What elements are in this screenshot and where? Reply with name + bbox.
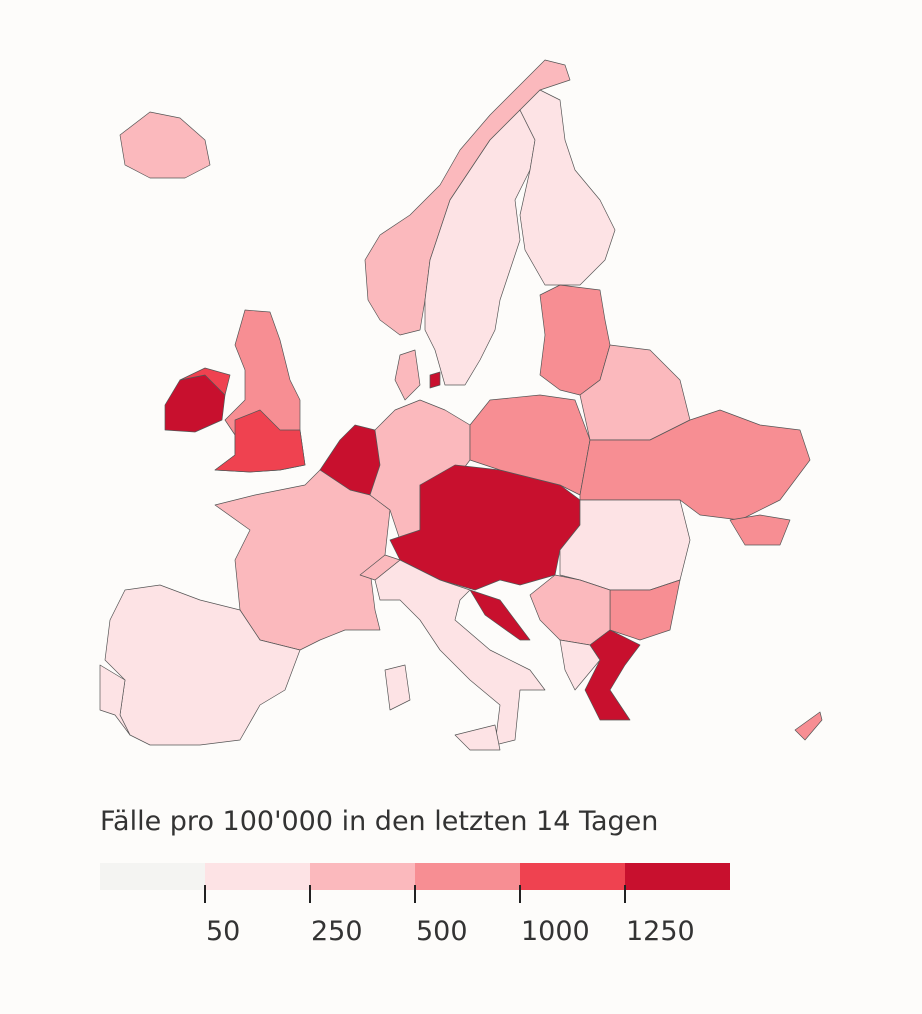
region (214, 409, 306, 473)
region (104, 584, 301, 746)
region (539, 284, 611, 396)
region (99, 664, 131, 736)
legend-tick-label: 250 (311, 916, 363, 947)
legend-swatch (310, 863, 415, 890)
legend-swatch (205, 863, 310, 890)
legend-tick-label: 1250 (626, 916, 695, 947)
europe-map (99, 59, 823, 751)
region (454, 724, 501, 751)
region (394, 349, 421, 401)
legend-tick-label: 500 (416, 916, 468, 947)
legend-title: Fälle pro 100'000 in den letzten 14 Tage… (100, 806, 658, 837)
region (429, 371, 441, 389)
region (424, 109, 536, 386)
region (179, 367, 231, 396)
legend-swatch (100, 863, 205, 890)
region (559, 639, 601, 691)
region (359, 554, 401, 581)
region (794, 711, 823, 741)
legend-tick-label: 1000 (521, 916, 590, 947)
region (374, 559, 546, 746)
legend-swatch (415, 863, 520, 890)
region (729, 514, 791, 546)
legend-swatch (520, 863, 625, 890)
legend: 50 250 500 1000 1250 (100, 863, 730, 947)
legend-tick-label: 50 (206, 916, 240, 947)
region (384, 664, 411, 711)
region (469, 589, 531, 641)
legend-swatch (625, 863, 730, 890)
region (119, 111, 211, 179)
region (584, 629, 641, 721)
region (519, 89, 616, 286)
